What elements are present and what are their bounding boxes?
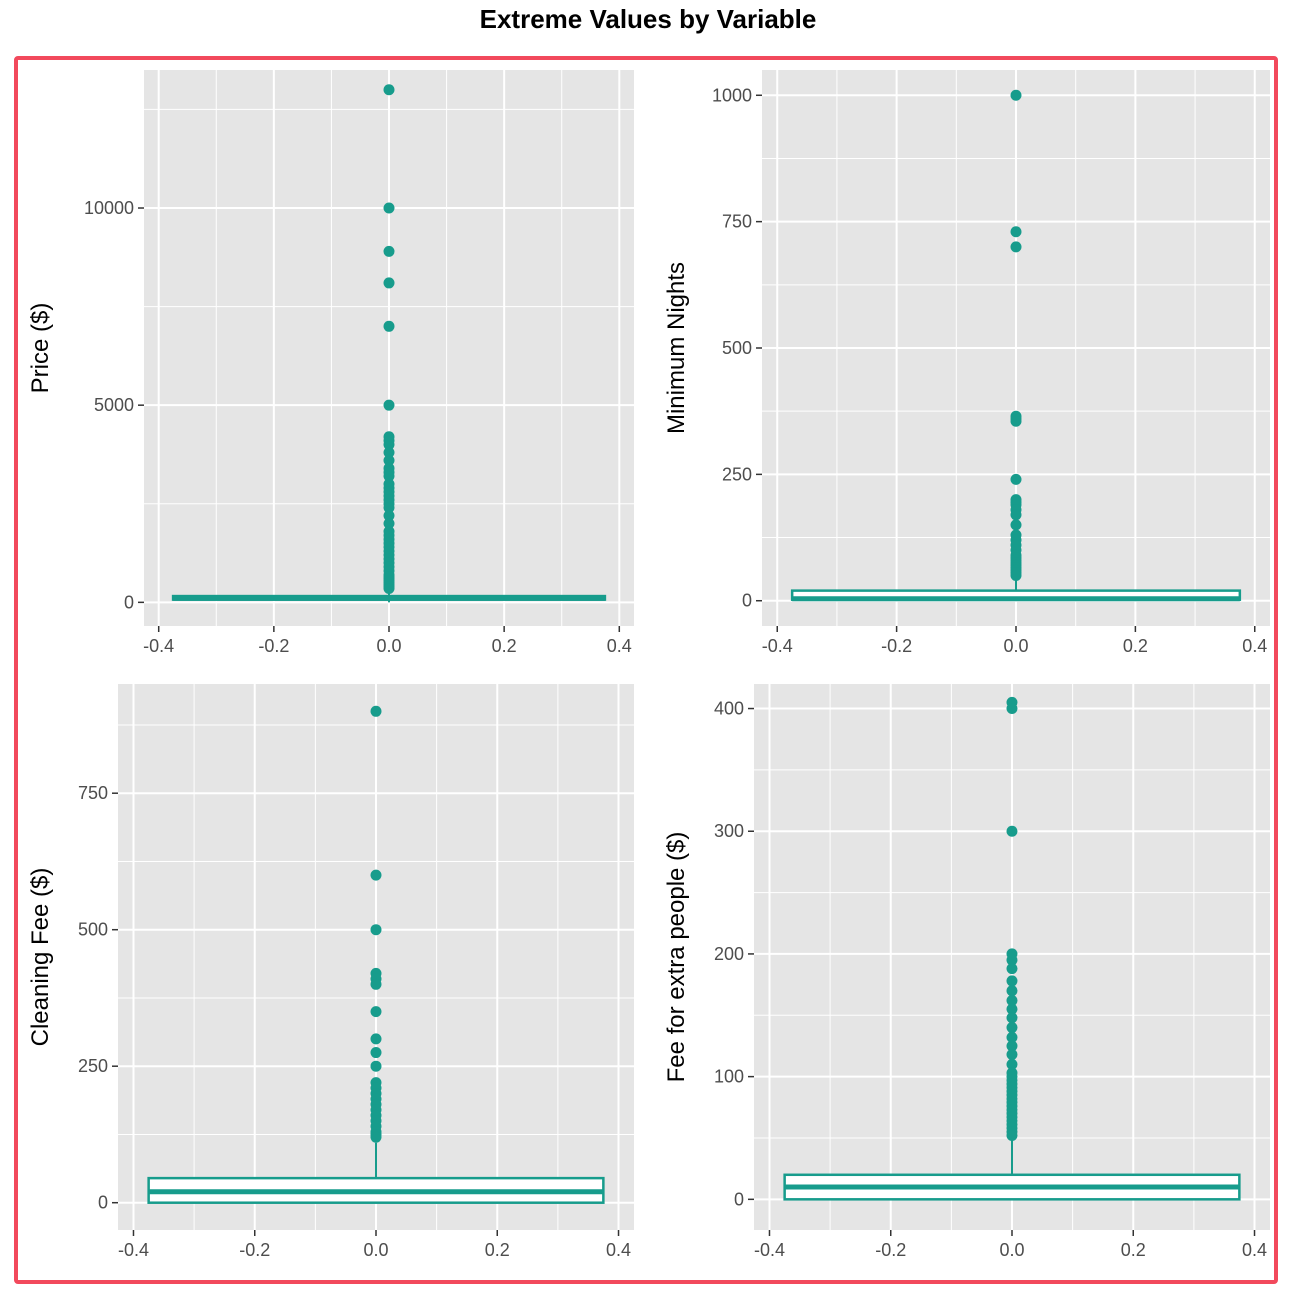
x-tick-label: 0.4 [607,636,632,656]
y-tick-label: 400 [714,699,744,719]
outlier-point [1006,1040,1018,1052]
outlier-point [1010,473,1022,485]
y-tick-label: 10000 [84,198,134,218]
outlier-point [383,439,395,451]
outlier-point [370,924,382,936]
y-tick-label: 5000 [94,395,134,415]
outlier-point [383,583,395,595]
outlier-point [1010,509,1022,521]
outlier-point [370,1060,382,1072]
x-tick-label: 0.0 [1003,636,1028,656]
y-axis-label: Cleaning Fee ($) [27,868,54,1047]
outlier-point [383,245,395,257]
x-tick-label: 0.4 [1242,636,1267,656]
x-tick-label: -0.4 [143,636,174,656]
outlier-point [1006,1022,1018,1034]
y-tick-label: 300 [714,821,744,841]
y-tick-label: 0 [734,1189,744,1209]
outlier-point [370,1006,382,1018]
outlier-point [1006,1130,1018,1142]
y-tick-label: 500 [78,920,108,940]
outlier-point [1010,241,1022,253]
y-tick-label: 100 [714,1067,744,1087]
x-tick-label: -0.4 [762,636,793,656]
outlier-point [383,202,395,214]
y-tick-label: 500 [722,338,752,358]
outlier-point [1006,995,1018,1007]
x-tick-label: 0.0 [363,1240,388,1260]
y-axis-label: Fee for extra people ($) [663,832,690,1083]
outlier-point [1006,954,1018,966]
outlier-point [370,705,382,717]
y-tick-label: 750 [722,212,752,232]
outlier-point [370,1033,382,1045]
outlier-point [370,1047,382,1059]
outlier-point [1006,975,1018,987]
outlier-point [383,446,395,458]
outlier-point [1006,1031,1018,1043]
y-tick-label: 0 [742,591,752,611]
x-tick-label: -0.2 [258,636,289,656]
y-tick-label: 250 [722,464,752,484]
y-tick-label: 0 [98,1193,108,1213]
outlier-point [383,502,395,514]
y-tick-label: 1000 [712,85,752,105]
x-tick-label: -0.2 [875,1240,906,1260]
x-tick-label: 0.2 [492,636,517,656]
outlier-point [1006,1049,1018,1061]
outlier-point [1006,1058,1018,1070]
outlier-point [1010,569,1022,581]
outlier-point [1006,703,1018,715]
selection-frame [14,56,1278,1284]
outlier-point [1010,89,1022,101]
x-tick-label: 0.2 [1121,1240,1146,1260]
y-tick-label: 200 [714,944,744,964]
outlier-point [1006,1003,1018,1015]
outlier-point [383,84,395,96]
outlier-point [1006,825,1018,837]
outlier-point [383,277,395,289]
outlier-point [370,869,382,881]
x-tick-label: 0.4 [1242,1240,1267,1260]
x-tick-label: -0.4 [118,1240,149,1260]
outlier-point [370,978,382,990]
outlier-point [383,399,395,411]
y-tick-label: 750 [78,783,108,803]
outlier-point [383,320,395,332]
chart-title: Extreme Values by Variable [479,4,817,34]
x-tick-label: 0.2 [1123,636,1148,656]
y-tick-label: 0 [124,592,134,612]
outlier-point [383,510,395,522]
outlier-point [383,517,395,529]
y-axis-label: Minimum Nights [663,262,690,434]
outlier-point [1010,415,1022,427]
x-tick-label: -0.2 [881,636,912,656]
outlier-point [1010,519,1022,531]
outlier-point [1010,226,1022,238]
x-tick-label: 0.2 [485,1240,510,1260]
outlier-point [1006,985,1018,997]
outlier-point [370,1131,382,1143]
outlier-point [1006,1012,1018,1024]
x-tick-label: -0.4 [754,1240,785,1260]
x-tick-label: -0.2 [239,1240,270,1260]
x-tick-label: 0.0 [376,636,401,656]
outlier-point [383,454,395,466]
x-tick-label: 0.0 [999,1240,1024,1260]
y-tick-label: 250 [78,1056,108,1076]
y-axis-label: Price ($) [27,303,54,394]
x-tick-label: 0.4 [606,1240,631,1260]
outlier-point [383,470,395,482]
outlier-point [1006,963,1018,975]
